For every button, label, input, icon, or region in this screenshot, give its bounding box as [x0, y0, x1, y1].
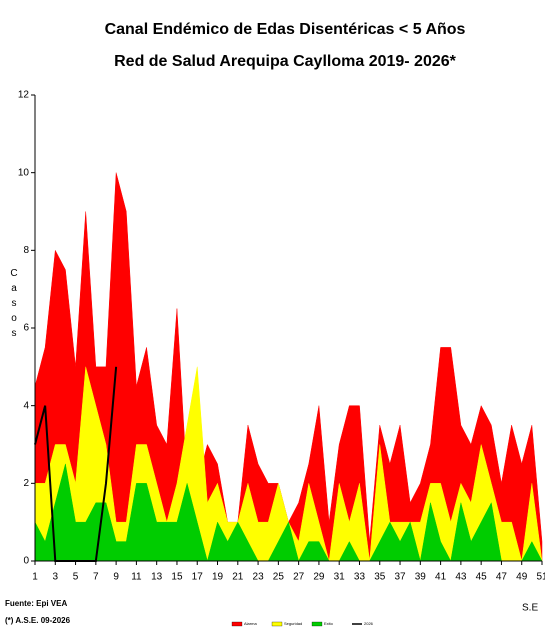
legend-label: Alarma [244, 621, 257, 626]
y-tick-label: 8 [23, 245, 29, 256]
x-tick-label: 13 [151, 572, 163, 583]
chart-subtitle: Red de Salud Arequipa Caylloma 2019- 202… [114, 53, 457, 70]
legend-swatch [311, 621, 323, 627]
x-tick-label: 51 [536, 572, 545, 583]
x-tick-label: 31 [334, 572, 346, 583]
series-area [34, 172, 543, 562]
x-tick-label: 21 [232, 572, 244, 583]
x-tick-label: 5 [73, 572, 79, 583]
source: Fuente: Epi VEA [5, 599, 67, 608]
x-tick-label: 39 [415, 572, 427, 583]
x-tick-label: 45 [476, 572, 488, 583]
legend-label: Exito [324, 621, 334, 626]
legend-swatch [231, 621, 243, 627]
chart-title: Canal Endémico de Edas Disentéricas < 5 … [105, 21, 466, 38]
x-axis-label: S.E [522, 603, 538, 614]
legend-swatch [271, 621, 283, 627]
series-area [34, 463, 543, 562]
x-tick-label: 11 [131, 572, 142, 583]
x-tick-label: 27 [293, 572, 305, 583]
legend-label: Seguridad [284, 621, 302, 626]
x-tick-label: 35 [374, 572, 386, 583]
y-tick-label: 6 [23, 323, 29, 334]
x-tick-label: 43 [455, 572, 467, 583]
x-tick-label: 25 [273, 572, 285, 583]
x-tick-label: 1 [32, 572, 38, 583]
x-tick-label: 47 [496, 572, 508, 583]
x-tick-label: 49 [516, 572, 528, 583]
y-axis-label: Casos [9, 268, 20, 343]
x-tick-label: 17 [192, 572, 204, 583]
legend-label: 2026 [364, 621, 374, 626]
x-tick-label: 3 [52, 572, 58, 583]
x-tick-label: 9 [113, 572, 119, 583]
y-tick-label: 12 [18, 90, 30, 101]
x-tick-label: 15 [171, 572, 183, 583]
y-tick-label: 2 [23, 478, 29, 489]
x-tick-label: 33 [354, 572, 366, 583]
x-tick-label: 19 [212, 572, 224, 583]
x-tick-label: 29 [313, 572, 325, 583]
x-tick-label: 7 [93, 572, 99, 583]
y-tick-label: 0 [23, 556, 29, 567]
x-tick-label: 41 [435, 572, 447, 583]
x-tick-label: 23 [253, 572, 265, 583]
y-tick-label: 10 [18, 167, 30, 178]
x-tick-label: 37 [394, 572, 406, 583]
note: (*) A.S.E. 09-2026 [5, 616, 71, 625]
y-tick-label: 4 [23, 400, 29, 411]
